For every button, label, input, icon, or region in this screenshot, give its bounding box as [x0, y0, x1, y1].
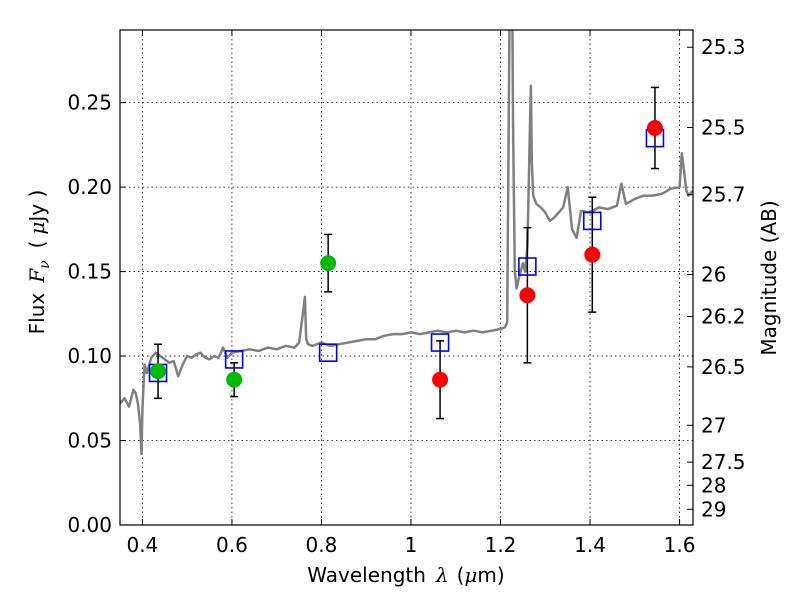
y2-tick-label-8: 28: [701, 473, 726, 497]
spectrum-series: [120, 30, 693, 456]
x-tick-label-6: 1.6: [664, 533, 696, 557]
plot-frame: [119, 29, 694, 526]
model-square-1: [224, 350, 244, 369]
x-tick-label-4: 1.2: [485, 533, 517, 557]
red-point-0: [432, 371, 449, 388]
green-point-2: [320, 255, 337, 272]
green-point-1: [226, 371, 243, 388]
y2-tick-label-9: 29: [701, 497, 726, 521]
y2-tick-label-7: 27.5: [701, 450, 746, 474]
model-square-3: [430, 333, 450, 352]
red-points-series: [432, 119, 663, 388]
y2-tick-label-2: 25.7: [701, 183, 746, 207]
y2-tick-label-1: 25.5: [701, 115, 746, 139]
y-tick-label-5: 0.25: [67, 91, 112, 115]
red-point-1: [519, 287, 536, 304]
y-axis-label-text: Flux: [25, 293, 49, 335]
y-axis-unit-close: Jy ): [25, 190, 49, 224]
y-axis-ticks: 0.00 0.05 0.10 0.15 0.20 0.25: [67, 91, 126, 537]
x-tick-label-1: 0.6: [216, 533, 248, 557]
y-tick-label-3: 0.15: [67, 260, 112, 284]
spectrum-line: [120, 30, 693, 456]
green-points-series: [150, 255, 337, 388]
x-axis-lambda: λ: [435, 563, 449, 587]
red-point-2: [584, 246, 601, 263]
y2-tick-label-5: 26.5: [701, 355, 746, 379]
x-axis-unit-open: (: [457, 563, 465, 587]
y-axis-unit-open: (: [25, 241, 49, 249]
x-tick-label-2: 0.8: [306, 533, 338, 557]
y-tick-label-2: 0.10: [67, 344, 112, 368]
grid-lines: [120, 30, 693, 526]
y-tick-label-1: 0.05: [67, 429, 112, 453]
x-axis-label-text: Wavelength: [307, 563, 426, 587]
red-point-3: [646, 119, 663, 136]
errorbars: [154, 86, 659, 420]
x-axis-unit-close: m): [477, 563, 504, 587]
y-axis-symbol: F: [25, 268, 49, 284]
y-tick-label-0: 0.00: [67, 513, 112, 537]
y-axis-label: Flux Fν ( μJy ): [25, 190, 53, 335]
model-square-5: [582, 211, 602, 231]
x-axis-ticks: 0.4 0.6 0.8 1 1.2 1.4 1.6: [126, 30, 695, 557]
y2-tick-label-4: 26.2: [701, 305, 746, 329]
y2-axis-label: Magnitude (AB): [757, 200, 781, 355]
x-tick-label-5: 1.4: [574, 533, 606, 557]
y2-tick-label-0: 25.3: [701, 35, 746, 59]
y2-tick-label-6: 27: [701, 413, 726, 437]
model-square-2: [318, 343, 338, 362]
y-axis-symbol-sub: ν: [37, 260, 53, 269]
model-square-4: [518, 257, 537, 276]
y-axis-unit-mu: μ: [25, 222, 49, 235]
x-tick-label-3: 1: [405, 533, 418, 557]
x-axis-unit-mu: μ: [464, 563, 477, 587]
y2-tick-label-3: 26: [701, 262, 726, 286]
x-tick-label-0: 0.4: [126, 533, 158, 557]
green-point-0: [150, 363, 167, 380]
y-tick-label-4: 0.20: [67, 175, 112, 199]
x-axis-label: Wavelength λ (μm): [307, 563, 504, 587]
